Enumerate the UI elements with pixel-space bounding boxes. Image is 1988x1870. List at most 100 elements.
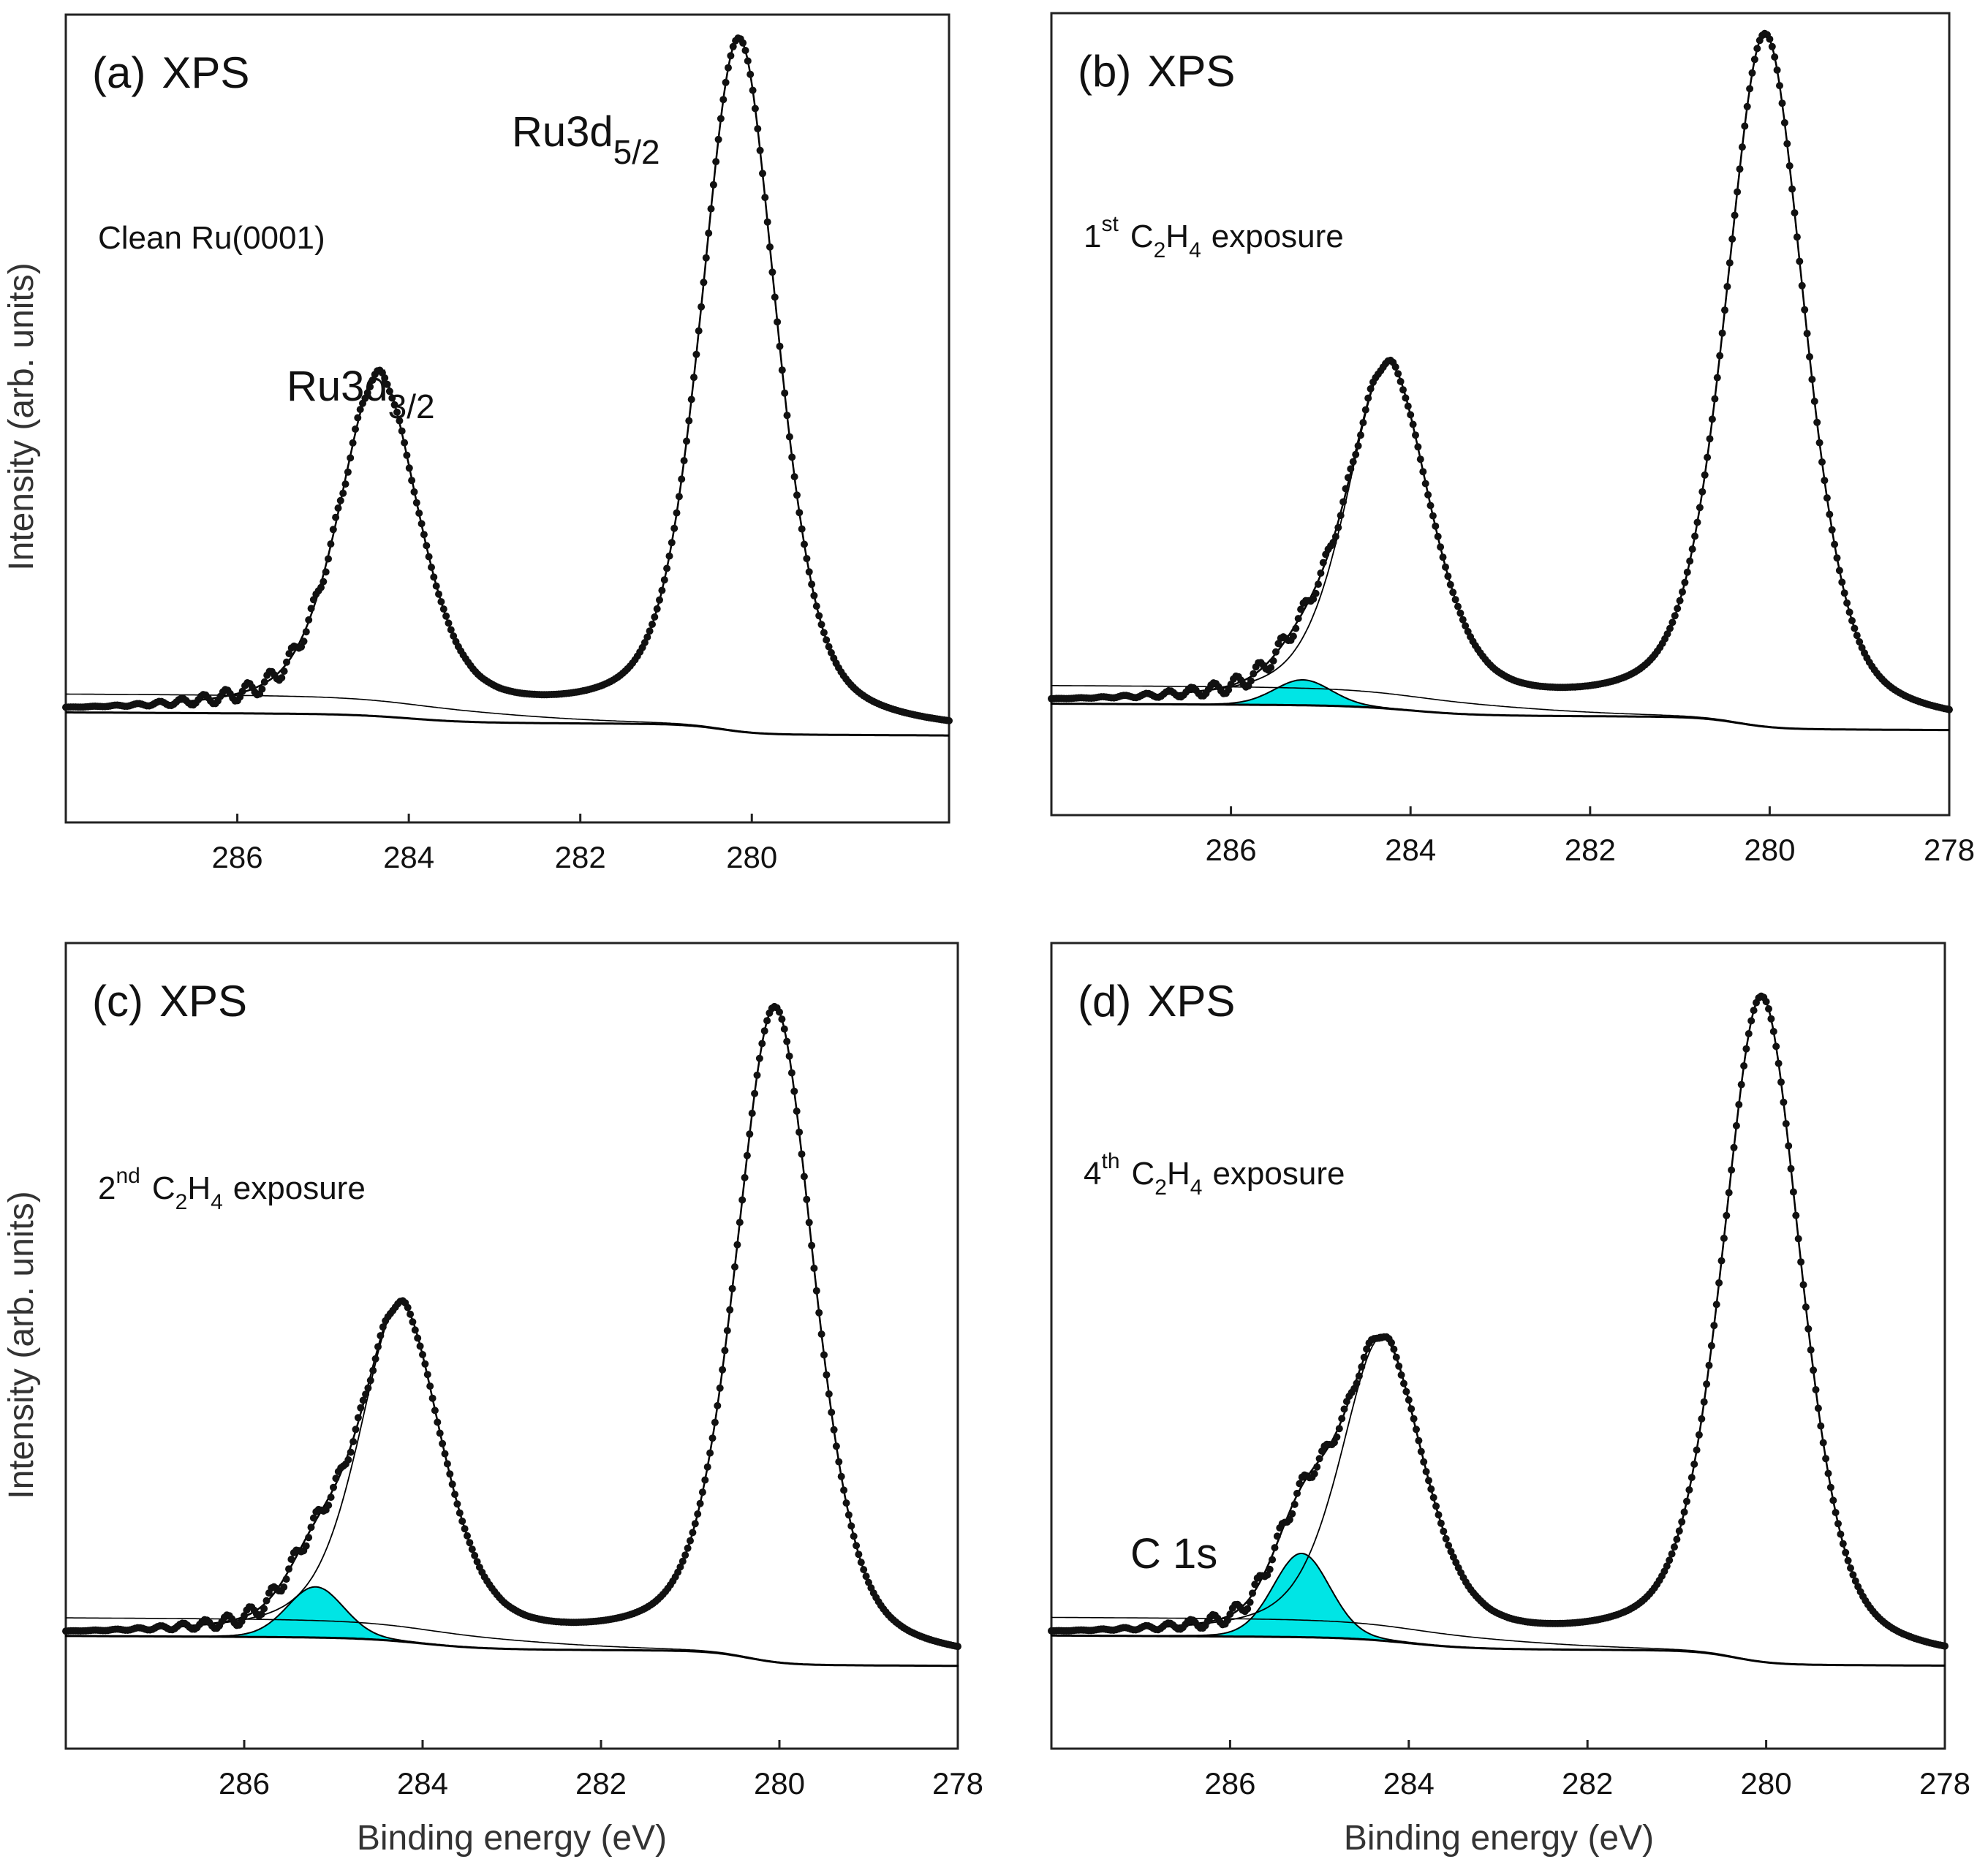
data-point: [1829, 1496, 1837, 1504]
data-point: [363, 389, 371, 397]
data-point: [708, 1434, 717, 1442]
data-point: [330, 1483, 337, 1491]
data-point: [781, 389, 789, 397]
data-point: [236, 693, 244, 701]
data-point: [1442, 1534, 1450, 1542]
data-point: [1310, 1470, 1318, 1477]
data-point: [262, 1597, 271, 1605]
data-point: [759, 170, 766, 178]
data-point: [808, 580, 816, 588]
data-point: [1352, 450, 1360, 458]
data-point: [810, 1264, 818, 1272]
data-point: [1337, 512, 1345, 520]
data-point: [1429, 512, 1437, 520]
data-point: [423, 1371, 431, 1379]
data-point: [702, 254, 710, 262]
x-tick-label: 284: [1385, 833, 1436, 867]
data-point: [260, 1605, 268, 1613]
data-point: [466, 1539, 474, 1547]
data-point: [1723, 1211, 1731, 1219]
data-point: [1412, 431, 1419, 439]
data-point: [707, 205, 715, 213]
data-point: [1681, 578, 1689, 586]
data-point: [1765, 1005, 1772, 1012]
data-point: [701, 1476, 709, 1484]
data-point: [820, 629, 828, 637]
data-point: [1417, 1447, 1425, 1456]
data-point: [673, 509, 681, 517]
data-point: [1826, 1483, 1834, 1491]
data-point: [1293, 1489, 1301, 1497]
data-point: [1249, 1589, 1256, 1597]
data-point: [711, 1418, 719, 1426]
data-point: [1263, 1571, 1271, 1579]
data-point: [464, 1532, 471, 1540]
data-point: [405, 464, 413, 472]
data-point: [1683, 568, 1691, 576]
data-point: [1392, 1353, 1400, 1361]
data-point: [685, 417, 693, 425]
data-point: [1315, 1455, 1323, 1463]
data-point: [1309, 595, 1318, 603]
data-point: [278, 674, 286, 682]
data-point: [1817, 1422, 1825, 1430]
data-point: [1815, 439, 1823, 447]
data-point: [285, 650, 293, 658]
data-point: [1704, 453, 1712, 461]
data-point: [1698, 488, 1707, 496]
data-point: [1425, 1477, 1432, 1485]
data-point: [649, 621, 656, 628]
data-point: [766, 243, 774, 251]
data-point: [1329, 538, 1337, 546]
technique: XPS: [159, 977, 247, 1026]
data-point: [419, 1351, 426, 1358]
data-point: [1696, 504, 1704, 512]
data-point: [1711, 395, 1719, 403]
data-point: [1676, 597, 1684, 605]
data-point: [383, 380, 391, 388]
data-point: [731, 1263, 738, 1271]
data-point: [1410, 1415, 1418, 1423]
data-point: [1355, 1372, 1363, 1380]
data-point: [687, 395, 695, 404]
data-point: [1838, 578, 1846, 586]
data-point: [719, 96, 727, 104]
data-point: [748, 1109, 756, 1117]
data-point: [815, 1309, 823, 1317]
data-point: [1728, 1166, 1736, 1174]
data-point: [437, 598, 445, 606]
data-point: [1693, 518, 1701, 526]
data-point: [1734, 188, 1742, 196]
data-point: [1941, 1642, 1949, 1650]
data-point: [1407, 411, 1415, 419]
data-point: [241, 1612, 248, 1620]
data-point: [653, 605, 661, 613]
data-point: [1440, 1527, 1448, 1535]
data-point: [381, 374, 389, 382]
data-point: [676, 1563, 684, 1571]
data-point: [835, 1458, 843, 1466]
data-point: [1750, 1007, 1758, 1015]
data-point: [441, 1450, 449, 1458]
data-point: [1288, 1510, 1296, 1518]
data-point: [1721, 306, 1728, 314]
data-point: [1700, 1398, 1708, 1406]
data-point: [404, 1303, 412, 1311]
data-point: [1797, 1258, 1805, 1266]
data-point: [347, 1448, 355, 1456]
data-point: [357, 1404, 365, 1412]
data-point: [776, 1008, 783, 1016]
data-point: [1725, 1189, 1733, 1197]
data-point: [670, 524, 679, 532]
data-point: [1748, 69, 1756, 77]
data-point: [1723, 283, 1731, 290]
data-point: [780, 1025, 788, 1033]
data-point: [1842, 1548, 1850, 1556]
data-point: [741, 1173, 749, 1181]
data-point: [778, 366, 786, 374]
data-point: [1821, 477, 1829, 485]
data-point: [1824, 1469, 1832, 1477]
data-point: [280, 667, 288, 675]
data-point: [1690, 1460, 1698, 1468]
